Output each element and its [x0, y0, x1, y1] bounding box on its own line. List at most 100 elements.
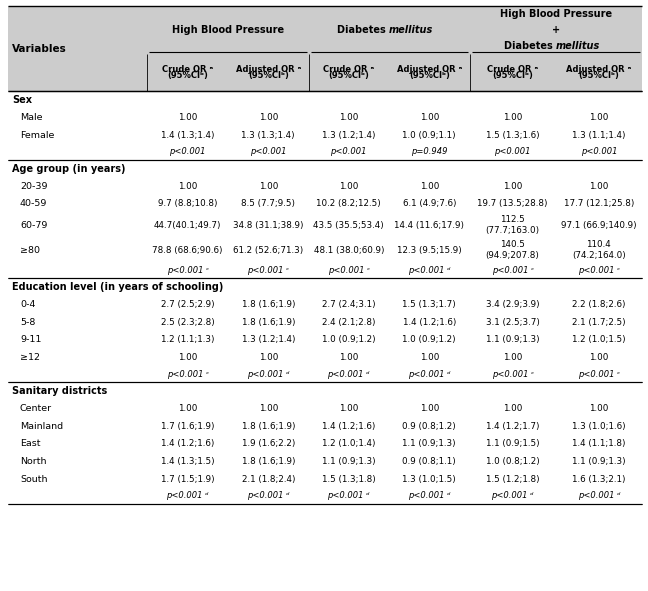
- Text: p<0.001 ᵈ: p<0.001 ᵈ: [408, 492, 450, 501]
- Text: Crude OR ᵃ: Crude OR ᵃ: [487, 65, 538, 74]
- Text: 2.4 (2.1;2.8): 2.4 (2.1;2.8): [322, 318, 376, 327]
- Text: ≥80: ≥80: [20, 246, 40, 255]
- Text: 1.00: 1.00: [420, 182, 439, 191]
- Text: 1.00: 1.00: [259, 113, 278, 122]
- Text: 1.7 (1.5;1.9): 1.7 (1.5;1.9): [161, 475, 214, 484]
- Text: Variables: Variables: [12, 44, 67, 54]
- Text: 1.00: 1.00: [178, 353, 198, 362]
- Bar: [8, 417, 642, 435]
- Text: 1.00: 1.00: [589, 113, 608, 122]
- Bar: [8, 126, 642, 144]
- Text: p<0.001 ᶜ: p<0.001 ᶜ: [578, 370, 620, 379]
- Text: 1.9 (1.6;2.2): 1.9 (1.6;2.2): [242, 440, 295, 449]
- Text: mellitus: mellitus: [556, 41, 600, 51]
- Text: p<0.001 ᶜ: p<0.001 ᶜ: [328, 266, 370, 275]
- Text: 1.4 (1.2;1.7): 1.4 (1.2;1.7): [486, 422, 539, 431]
- Text: p<0.001: p<0.001: [330, 148, 367, 157]
- Text: 1.8 (1.6;1.9): 1.8 (1.6;1.9): [242, 422, 295, 431]
- Text: p<0.001 ᵈ: p<0.001 ᵈ: [491, 492, 534, 501]
- Bar: [8, 195, 642, 213]
- Bar: [8, 296, 642, 313]
- Text: (77.7;163.0): (77.7;163.0): [485, 226, 540, 235]
- Text: 1.5 (1.3;1.7): 1.5 (1.3;1.7): [402, 300, 456, 309]
- Text: 1.1 (0.9;1.3): 1.1 (0.9;1.3): [572, 457, 626, 466]
- Text: 112.5: 112.5: [500, 215, 525, 224]
- Text: Crude OR ᵃ: Crude OR ᵃ: [323, 65, 375, 74]
- Text: (95%CIᵇ): (95%CIᵇ): [409, 72, 450, 80]
- Text: (94.9;207.8): (94.9;207.8): [486, 251, 540, 260]
- Text: 10.2 (8.2;12.5): 10.2 (8.2;12.5): [316, 200, 381, 209]
- Bar: [8, 349, 642, 366]
- Text: 17.7 (12.1;25.8): 17.7 (12.1;25.8): [564, 200, 634, 209]
- Text: 1.1 (0.9;1.3): 1.1 (0.9;1.3): [402, 440, 456, 449]
- Text: 1.0 (0.9;1.1): 1.0 (0.9;1.1): [402, 131, 456, 140]
- Text: Diabetes: Diabetes: [337, 25, 389, 35]
- Text: Adjusted OR ᵃ: Adjusted OR ᵃ: [397, 65, 462, 74]
- Text: 1.00: 1.00: [503, 353, 522, 362]
- Bar: [8, 160, 642, 177]
- Bar: [8, 400, 642, 417]
- Text: 1.2 (1.0;1.4): 1.2 (1.0;1.4): [322, 440, 376, 449]
- Text: 60-79: 60-79: [20, 221, 47, 230]
- Text: Adjusted OR ᵃ: Adjusted OR ᵃ: [566, 65, 632, 74]
- Text: 3.4 (2.9;3.9): 3.4 (2.9;3.9): [486, 300, 540, 309]
- Text: 34.8 (31.1;38.9): 34.8 (31.1;38.9): [233, 221, 303, 230]
- Text: 12.3 (9.5;15.9): 12.3 (9.5;15.9): [397, 246, 461, 255]
- Text: 1.5 (1.3;1.8): 1.5 (1.3;1.8): [322, 475, 376, 484]
- Text: (74.2;164.0): (74.2;164.0): [572, 251, 626, 260]
- Text: 1.2 (1.0;1.5): 1.2 (1.0;1.5): [572, 336, 626, 345]
- Text: 140.5: 140.5: [500, 240, 525, 249]
- Text: 9-11: 9-11: [20, 336, 41, 345]
- Text: 1.00: 1.00: [339, 404, 358, 413]
- Text: 1.4 (1.2;1.6): 1.4 (1.2;1.6): [402, 318, 456, 327]
- Text: Diabetes: Diabetes: [503, 41, 556, 51]
- Text: (95%CIᵇ): (95%CIᵇ): [248, 72, 289, 80]
- Text: p<0.001 ᵈ: p<0.001 ᵈ: [247, 370, 290, 379]
- Bar: [8, 488, 642, 504]
- Text: 1.3 (1.0;1.6): 1.3 (1.0;1.6): [572, 422, 626, 431]
- Text: 1.3 (1.0;1.5): 1.3 (1.0;1.5): [402, 475, 456, 484]
- Text: 1.3 (1.1;1.4): 1.3 (1.1;1.4): [572, 131, 625, 140]
- Text: 1.00: 1.00: [259, 353, 278, 362]
- Text: 1.1 (0.9;1.3): 1.1 (0.9;1.3): [486, 336, 540, 345]
- Text: p<0.001: p<0.001: [250, 148, 286, 157]
- Text: High Blood Pressure: High Blood Pressure: [500, 9, 612, 19]
- Text: Adjusted OR ᵃ: Adjusted OR ᵃ: [236, 65, 301, 74]
- Text: 1.00: 1.00: [420, 353, 439, 362]
- Text: 3.1 (2.5;3.7): 3.1 (2.5;3.7): [486, 318, 540, 327]
- Text: p<0.001 ᵈ: p<0.001 ᵈ: [247, 492, 290, 501]
- Text: 1.00: 1.00: [339, 353, 358, 362]
- Text: 1.4 (1.3;1.4): 1.4 (1.3;1.4): [161, 131, 214, 140]
- Text: +: +: [551, 25, 560, 35]
- Text: 1.5 (1.3;1.6): 1.5 (1.3;1.6): [486, 131, 540, 140]
- Bar: [8, 54, 642, 91]
- Text: p<0.001 ᶜ: p<0.001 ᶜ: [492, 370, 534, 379]
- Text: p<0.001 ᵈ: p<0.001 ᵈ: [408, 370, 450, 379]
- Text: 2.1 (1.7;2.5): 2.1 (1.7;2.5): [572, 318, 626, 327]
- Text: 1.00: 1.00: [178, 113, 198, 122]
- Text: 20-39: 20-39: [20, 182, 47, 191]
- Text: p<0.001 ᶜ: p<0.001 ᶜ: [247, 266, 290, 275]
- Text: 1.4 (1.2;1.6): 1.4 (1.2;1.6): [322, 422, 375, 431]
- Text: p<0.001 ᵈ: p<0.001 ᵈ: [167, 492, 209, 501]
- Text: 1.2 (1.1;1.3): 1.2 (1.1;1.3): [161, 336, 214, 345]
- Bar: [8, 177, 642, 195]
- Text: 2.1 (1.8;2.4): 2.1 (1.8;2.4): [242, 475, 295, 484]
- Text: 1.00: 1.00: [339, 182, 358, 191]
- Text: 1.8 (1.6;1.9): 1.8 (1.6;1.9): [242, 457, 295, 466]
- Text: 1.00: 1.00: [503, 182, 522, 191]
- Text: Sanitary districts: Sanitary districts: [12, 386, 108, 396]
- Text: 1.00: 1.00: [259, 182, 278, 191]
- Text: 1.00: 1.00: [420, 113, 439, 122]
- Text: 44.7(40.1;49.7): 44.7(40.1;49.7): [154, 221, 222, 230]
- Bar: [8, 238, 642, 262]
- Text: 1.0 (0.8;1.2): 1.0 (0.8;1.2): [486, 457, 540, 466]
- Text: 1.4 (1.1;1.8): 1.4 (1.1;1.8): [572, 440, 625, 449]
- Bar: [8, 213, 642, 238]
- Text: Female: Female: [20, 131, 54, 140]
- Text: East: East: [20, 440, 40, 449]
- Text: Male: Male: [20, 113, 43, 122]
- Text: 1.8 (1.6;1.9): 1.8 (1.6;1.9): [242, 300, 295, 309]
- Bar: [8, 144, 642, 160]
- Text: (95%CIᵇ): (95%CIᵇ): [167, 72, 208, 80]
